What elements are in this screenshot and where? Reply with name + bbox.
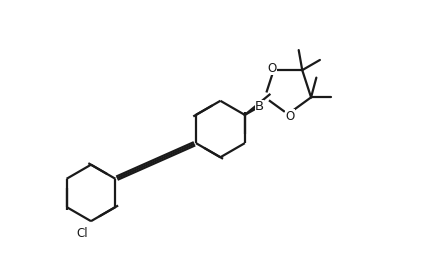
Text: Cl: Cl [76, 227, 88, 240]
Text: O: O [285, 109, 295, 123]
Text: B: B [255, 100, 264, 113]
Text: O: O [267, 62, 276, 75]
